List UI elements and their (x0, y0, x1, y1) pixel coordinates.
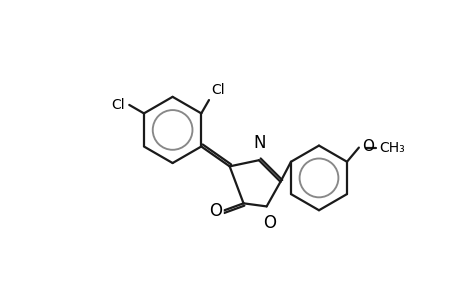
Text: O: O (263, 214, 275, 232)
Text: Cl: Cl (211, 83, 224, 97)
Text: O: O (208, 202, 222, 220)
Text: CH₃: CH₃ (379, 141, 404, 154)
Text: Cl: Cl (111, 98, 124, 112)
Text: N: N (253, 134, 265, 152)
Text: O: O (208, 202, 222, 220)
Text: O: O (361, 139, 373, 154)
